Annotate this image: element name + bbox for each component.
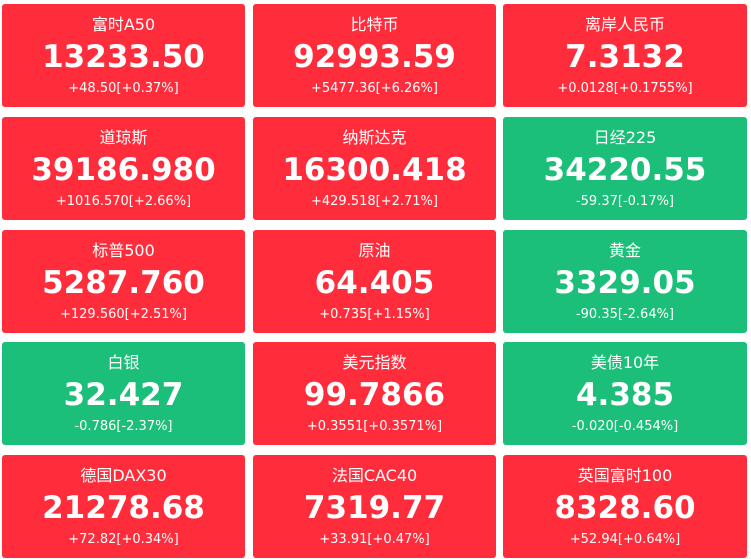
quote-change: +33.91[+0.47%] xyxy=(319,532,430,547)
quote-name: 黄金 xyxy=(608,241,641,260)
quote-change: -0.786[-2.37%] xyxy=(74,419,173,434)
quote-tile-cac40[interactable]: 法国CAC40 7319.77 +33.91[+0.47%] xyxy=(253,455,496,558)
quote-name: 标普500 xyxy=(92,241,155,260)
quote-tile-nikkei225[interactable]: 日经225 34220.55 -59.37[-0.17%] xyxy=(503,117,747,220)
quote-name: 原油 xyxy=(358,241,391,260)
quote-name: 德国DAX30 xyxy=(80,466,167,485)
quote-name: 美债10年 xyxy=(590,353,660,372)
quote-value: 7.3132 xyxy=(565,39,685,75)
quote-name: 美元指数 xyxy=(342,353,407,372)
quote-name: 纳斯达克 xyxy=(342,128,407,147)
quote-change: +429.518[+2.71%] xyxy=(311,194,438,209)
quote-tile-dow-jones[interactable]: 道琼斯 39186.980 +1016.570[+2.66%] xyxy=(2,117,245,220)
quote-name: 法国CAC40 xyxy=(331,466,418,485)
quote-tile-ftse100[interactable]: 英国富时100 8328.60 +52.94[+0.64%] xyxy=(503,455,747,558)
quote-tile-offshore-rmb[interactable]: 离岸人民币 7.3132 +0.0128[+0.1755%] xyxy=(503,4,747,107)
quote-value: 64.405 xyxy=(314,265,435,301)
quote-value: 8328.60 xyxy=(554,490,696,526)
quote-name: 道琼斯 xyxy=(99,128,148,147)
quote-change: +1016.570[+2.66%] xyxy=(55,194,192,209)
quote-value: 3329.05 xyxy=(554,265,696,301)
quote-name: 日经225 xyxy=(593,128,657,147)
quote-tile-us-10y-treasury[interactable]: 美债10年 4.385 -0.020[-0.454%] xyxy=(503,342,747,445)
quote-tile-dollar-index[interactable]: 美元指数 99.7866 +0.3551[+0.3571%] xyxy=(253,342,496,445)
quote-tile-gold[interactable]: 黄金 3329.05 -90.35[-2.64%] xyxy=(503,230,747,333)
quote-change: -59.37[-0.17%] xyxy=(575,194,675,209)
quote-name: 比特币 xyxy=(350,15,399,34)
quote-change: +0.0128[+0.1755%] xyxy=(557,81,693,96)
quote-value: 92993.59 xyxy=(293,39,456,75)
quote-change: +52.94[+0.64%] xyxy=(569,532,681,547)
quote-value: 32.427 xyxy=(63,377,184,413)
quote-tile-silver[interactable]: 白银 32.427 -0.786[-2.37%] xyxy=(2,342,245,445)
quote-value: 13233.50 xyxy=(42,39,205,75)
quote-value: 99.7866 xyxy=(303,377,446,413)
quote-name: 英国富时100 xyxy=(577,466,673,485)
quote-change: +48.50[+0.37%] xyxy=(68,81,179,96)
quote-value: 7319.77 xyxy=(303,490,446,526)
quote-tile-nasdaq[interactable]: 纳斯达克 16300.418 +429.518[+2.71%] xyxy=(253,117,496,220)
quote-change: -0.020[-0.454%] xyxy=(571,419,679,434)
quote-value: 5287.760 xyxy=(42,265,205,301)
quote-name: 白银 xyxy=(107,353,140,372)
quote-value: 21278.68 xyxy=(42,490,205,526)
quote-change: +0.3551[+0.3571%] xyxy=(306,419,443,434)
quote-tile-a50[interactable]: 富时A50 13233.50 +48.50[+0.37%] xyxy=(2,4,245,107)
quote-name: 富时A50 xyxy=(91,15,156,34)
quote-tile-sp500[interactable]: 标普500 5287.760 +129.560[+2.51%] xyxy=(2,230,245,333)
quote-value: 39186.980 xyxy=(31,152,216,188)
quote-tile-dax30[interactable]: 德国DAX30 21278.68 +72.82[+0.34%] xyxy=(2,455,245,558)
quote-value: 4.385 xyxy=(575,377,675,413)
quote-tile-crude-oil[interactable]: 原油 64.405 +0.735[+1.15%] xyxy=(253,230,496,333)
quote-change: +0.735[+1.15%] xyxy=(319,307,430,322)
quote-change: +5477.36[+6.26%] xyxy=(311,81,438,96)
quote-change: +72.82[+0.34%] xyxy=(68,532,179,547)
quote-value: 34220.55 xyxy=(543,152,707,188)
quote-tile-bitcoin[interactable]: 比特币 92993.59 +5477.36[+6.26%] xyxy=(253,4,496,107)
quote-value: 16300.418 xyxy=(282,152,467,188)
quote-change: +129.560[+2.51%] xyxy=(60,307,187,322)
quote-change: -90.35[-2.64%] xyxy=(575,307,675,322)
quote-name: 离岸人民币 xyxy=(584,15,665,34)
